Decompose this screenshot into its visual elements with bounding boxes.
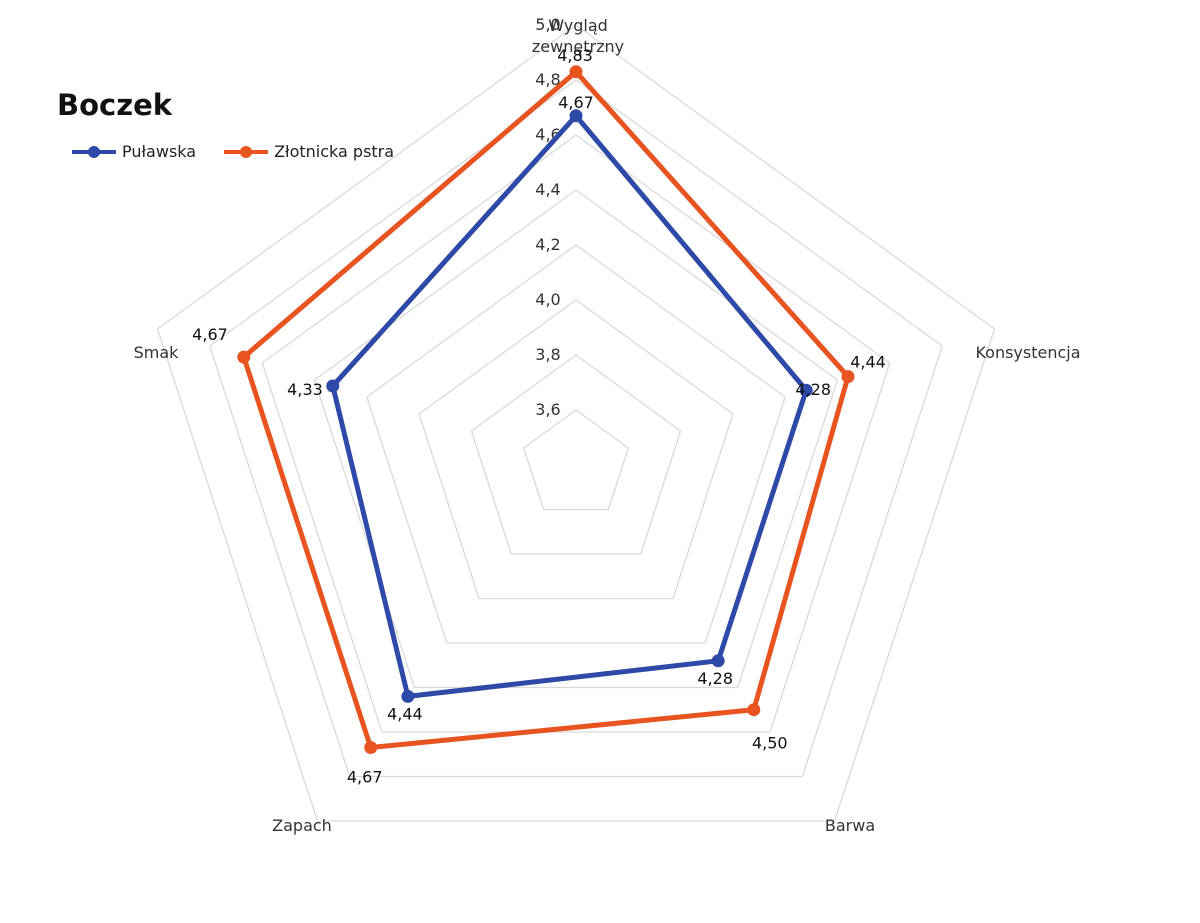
- data-point: [747, 703, 761, 717]
- legend-swatch-zlotnicka: [224, 145, 269, 158]
- grid-ring: [522, 409, 630, 511]
- data-label: 4,28: [795, 380, 831, 399]
- legend-swatch-pulawska: [72, 145, 116, 158]
- data-point: [326, 379, 340, 393]
- data-point: [237, 350, 251, 364]
- data-point: [364, 741, 378, 754]
- data-point: [401, 689, 415, 703]
- legend-item-zlotnicka: Złotnicka pstra: [224, 142, 394, 161]
- data-label: 4,44: [387, 704, 423, 723]
- data-label: 4,67: [192, 325, 228, 344]
- grid-ring: [261, 134, 891, 733]
- data-label: 4,44: [850, 353, 886, 372]
- data-label: 4,83: [557, 46, 593, 65]
- tick-label: 4,2: [535, 235, 560, 254]
- grid-ring: [313, 189, 839, 689]
- chart-title: Boczek: [57, 88, 173, 122]
- legend-label-pulawska: Puławska: [122, 142, 197, 161]
- tick-label: 3,6: [535, 400, 560, 419]
- axis-label: Smak: [134, 343, 180, 362]
- series-line-zlotnicka: [241, 69, 851, 750]
- axis-label: Konsystencja: [975, 343, 1080, 362]
- legend-label-zlotnicka: Złotnicka pstra: [274, 142, 395, 161]
- data-point: [569, 109, 583, 123]
- data-label: 4,50: [752, 734, 788, 753]
- data-point: [841, 370, 855, 384]
- axis-label: Barwa: [825, 816, 875, 835]
- axis-label: Zapach: [272, 816, 332, 835]
- series-line-pulawska: [330, 113, 809, 699]
- data-label: 4,67: [558, 93, 594, 112]
- tick-label: 5,0: [535, 15, 560, 34]
- grid-ring: [470, 354, 682, 555]
- grid-ring: [366, 244, 786, 644]
- legend-item-pulawska: Puławska: [72, 142, 196, 161]
- data-label: 4,67: [347, 768, 383, 787]
- grid-ring: [418, 299, 734, 600]
- tick-label: 4,8: [535, 70, 560, 89]
- data-label: 4,28: [697, 669, 733, 688]
- axis-label: Wygląd zewnętrzny: [532, 16, 624, 56]
- legend: Puławska Złotnicka pstra: [72, 142, 394, 161]
- grid-ring: [156, 24, 996, 822]
- tick-label: 4,4: [535, 180, 560, 199]
- tick-label: 4,0: [535, 290, 560, 309]
- grid-ring: [209, 79, 943, 778]
- tick-label: 3,8: [535, 345, 560, 364]
- data-point: [799, 383, 813, 397]
- data-point: [569, 65, 583, 79]
- data-label: 4,33: [287, 380, 323, 399]
- data-point: [711, 654, 725, 668]
